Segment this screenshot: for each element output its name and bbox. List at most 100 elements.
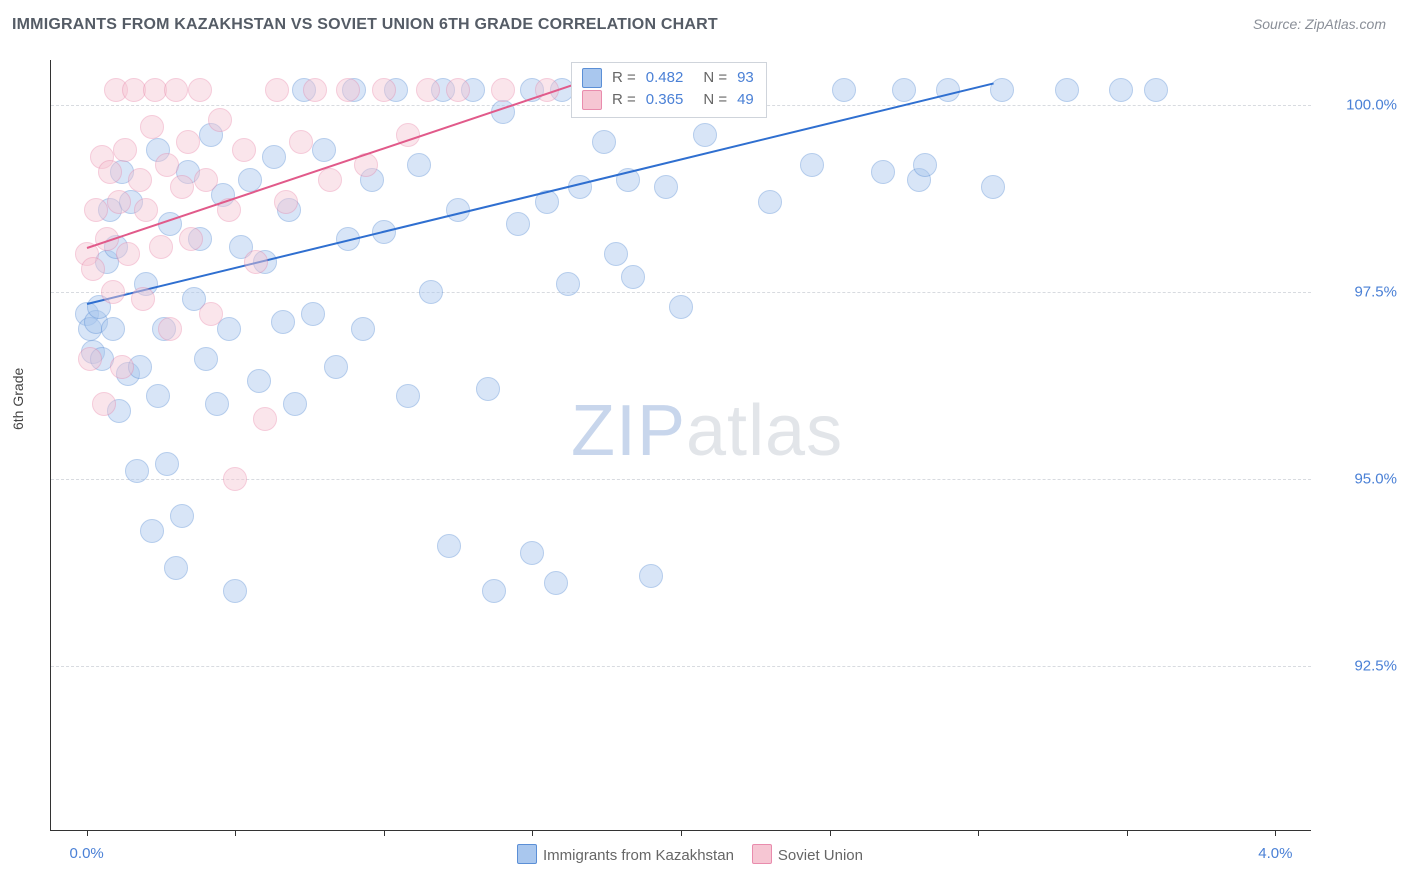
- data-point: [446, 78, 470, 102]
- data-point: [81, 257, 105, 281]
- data-point: [336, 78, 360, 102]
- legend-swatch: [582, 68, 602, 88]
- data-point: [125, 459, 149, 483]
- data-point: [758, 190, 782, 214]
- data-point: [892, 78, 916, 102]
- data-point: [669, 295, 693, 319]
- data-point: [128, 168, 152, 192]
- data-point: [244, 250, 268, 274]
- legend-item: Immigrants from Kazakhstan: [499, 847, 734, 864]
- data-point: [140, 115, 164, 139]
- source-label: Source: ZipAtlas.com: [1253, 16, 1386, 32]
- data-point: [324, 355, 348, 379]
- data-point: [208, 108, 232, 132]
- data-point: [621, 265, 645, 289]
- data-point: [232, 138, 256, 162]
- x-tick-mark: [830, 830, 831, 836]
- x-tick-mark: [532, 830, 533, 836]
- watermark-atlas: atlas: [686, 391, 843, 471]
- scatter-plot: ZIPatlas Immigrants from KazakhstanSovie…: [50, 60, 1311, 831]
- data-point: [437, 534, 461, 558]
- data-point: [223, 579, 247, 603]
- x-tick-mark: [681, 830, 682, 836]
- data-point: [990, 78, 1014, 102]
- legend-label: Soviet Union: [778, 847, 863, 864]
- data-point: [639, 564, 663, 588]
- x-tick-label: 4.0%: [1258, 845, 1292, 862]
- data-point: [491, 78, 515, 102]
- data-point: [318, 168, 342, 192]
- data-point: [170, 504, 194, 528]
- data-point: [416, 78, 440, 102]
- chart-title: IMMIGRANTS FROM KAZAKHSTAN VS SOVIET UNI…: [12, 16, 718, 34]
- y-axis-label: 6th Grade: [10, 368, 26, 430]
- legend-r-value: 0.482: [646, 67, 684, 89]
- x-tick-mark: [1127, 830, 1128, 836]
- data-point: [482, 579, 506, 603]
- legend-r-label: R =: [612, 89, 636, 111]
- legend-swatch: [517, 844, 537, 864]
- data-point: [164, 556, 188, 580]
- data-point: [936, 78, 960, 102]
- data-point: [113, 138, 137, 162]
- data-point: [372, 78, 396, 102]
- data-point: [262, 145, 286, 169]
- data-point: [1109, 78, 1133, 102]
- legend-n-value: 49: [737, 89, 754, 111]
- data-point: [101, 317, 125, 341]
- data-point: [98, 160, 122, 184]
- data-point: [419, 280, 443, 304]
- data-point: [149, 235, 173, 259]
- data-point: [78, 347, 102, 371]
- series-legend: Immigrants from Kazakhstan Soviet Union: [51, 844, 1311, 864]
- x-tick-mark: [384, 830, 385, 836]
- data-point: [158, 317, 182, 341]
- legend-n-value: 93: [737, 67, 754, 89]
- data-point: [544, 571, 568, 595]
- x-tick-mark: [235, 830, 236, 836]
- data-point: [116, 242, 140, 266]
- data-point: [110, 355, 134, 379]
- x-tick-mark: [1275, 830, 1276, 836]
- x-tick-mark: [978, 830, 979, 836]
- data-point: [170, 175, 194, 199]
- legend-label: Immigrants from Kazakhstan: [543, 847, 734, 864]
- legend-n-label: N =: [703, 67, 727, 89]
- data-point: [407, 153, 431, 177]
- data-point: [223, 467, 247, 491]
- data-point: [194, 347, 218, 371]
- watermark-zip: ZIP: [571, 391, 686, 471]
- data-point: [301, 302, 325, 326]
- data-point: [1055, 78, 1079, 102]
- data-point: [396, 384, 420, 408]
- legend-item: Soviet Union: [734, 847, 863, 864]
- data-point: [155, 153, 179, 177]
- legend-swatch: [752, 844, 772, 864]
- legend-swatch: [582, 90, 602, 110]
- data-point: [140, 519, 164, 543]
- data-point: [981, 175, 1005, 199]
- data-point: [312, 138, 336, 162]
- y-tick-label: 92.5%: [1327, 657, 1397, 674]
- data-point: [188, 78, 212, 102]
- data-point: [92, 392, 116, 416]
- data-point: [913, 153, 937, 177]
- data-point: [247, 369, 271, 393]
- data-point: [1144, 78, 1168, 102]
- stats-legend: R =0.482N =93R =0.365N =49: [571, 62, 767, 118]
- data-point: [274, 190, 298, 214]
- data-point: [194, 168, 218, 192]
- legend-n-label: N =: [703, 89, 727, 111]
- data-point: [84, 198, 108, 222]
- data-point: [101, 280, 125, 304]
- data-point: [520, 541, 544, 565]
- data-point: [592, 130, 616, 154]
- data-point: [205, 392, 229, 416]
- data-point: [164, 78, 188, 102]
- data-point: [265, 78, 289, 102]
- data-point: [107, 190, 131, 214]
- gridline-h: [51, 292, 1311, 293]
- data-point: [871, 160, 895, 184]
- data-point: [271, 310, 295, 334]
- data-point: [506, 212, 530, 236]
